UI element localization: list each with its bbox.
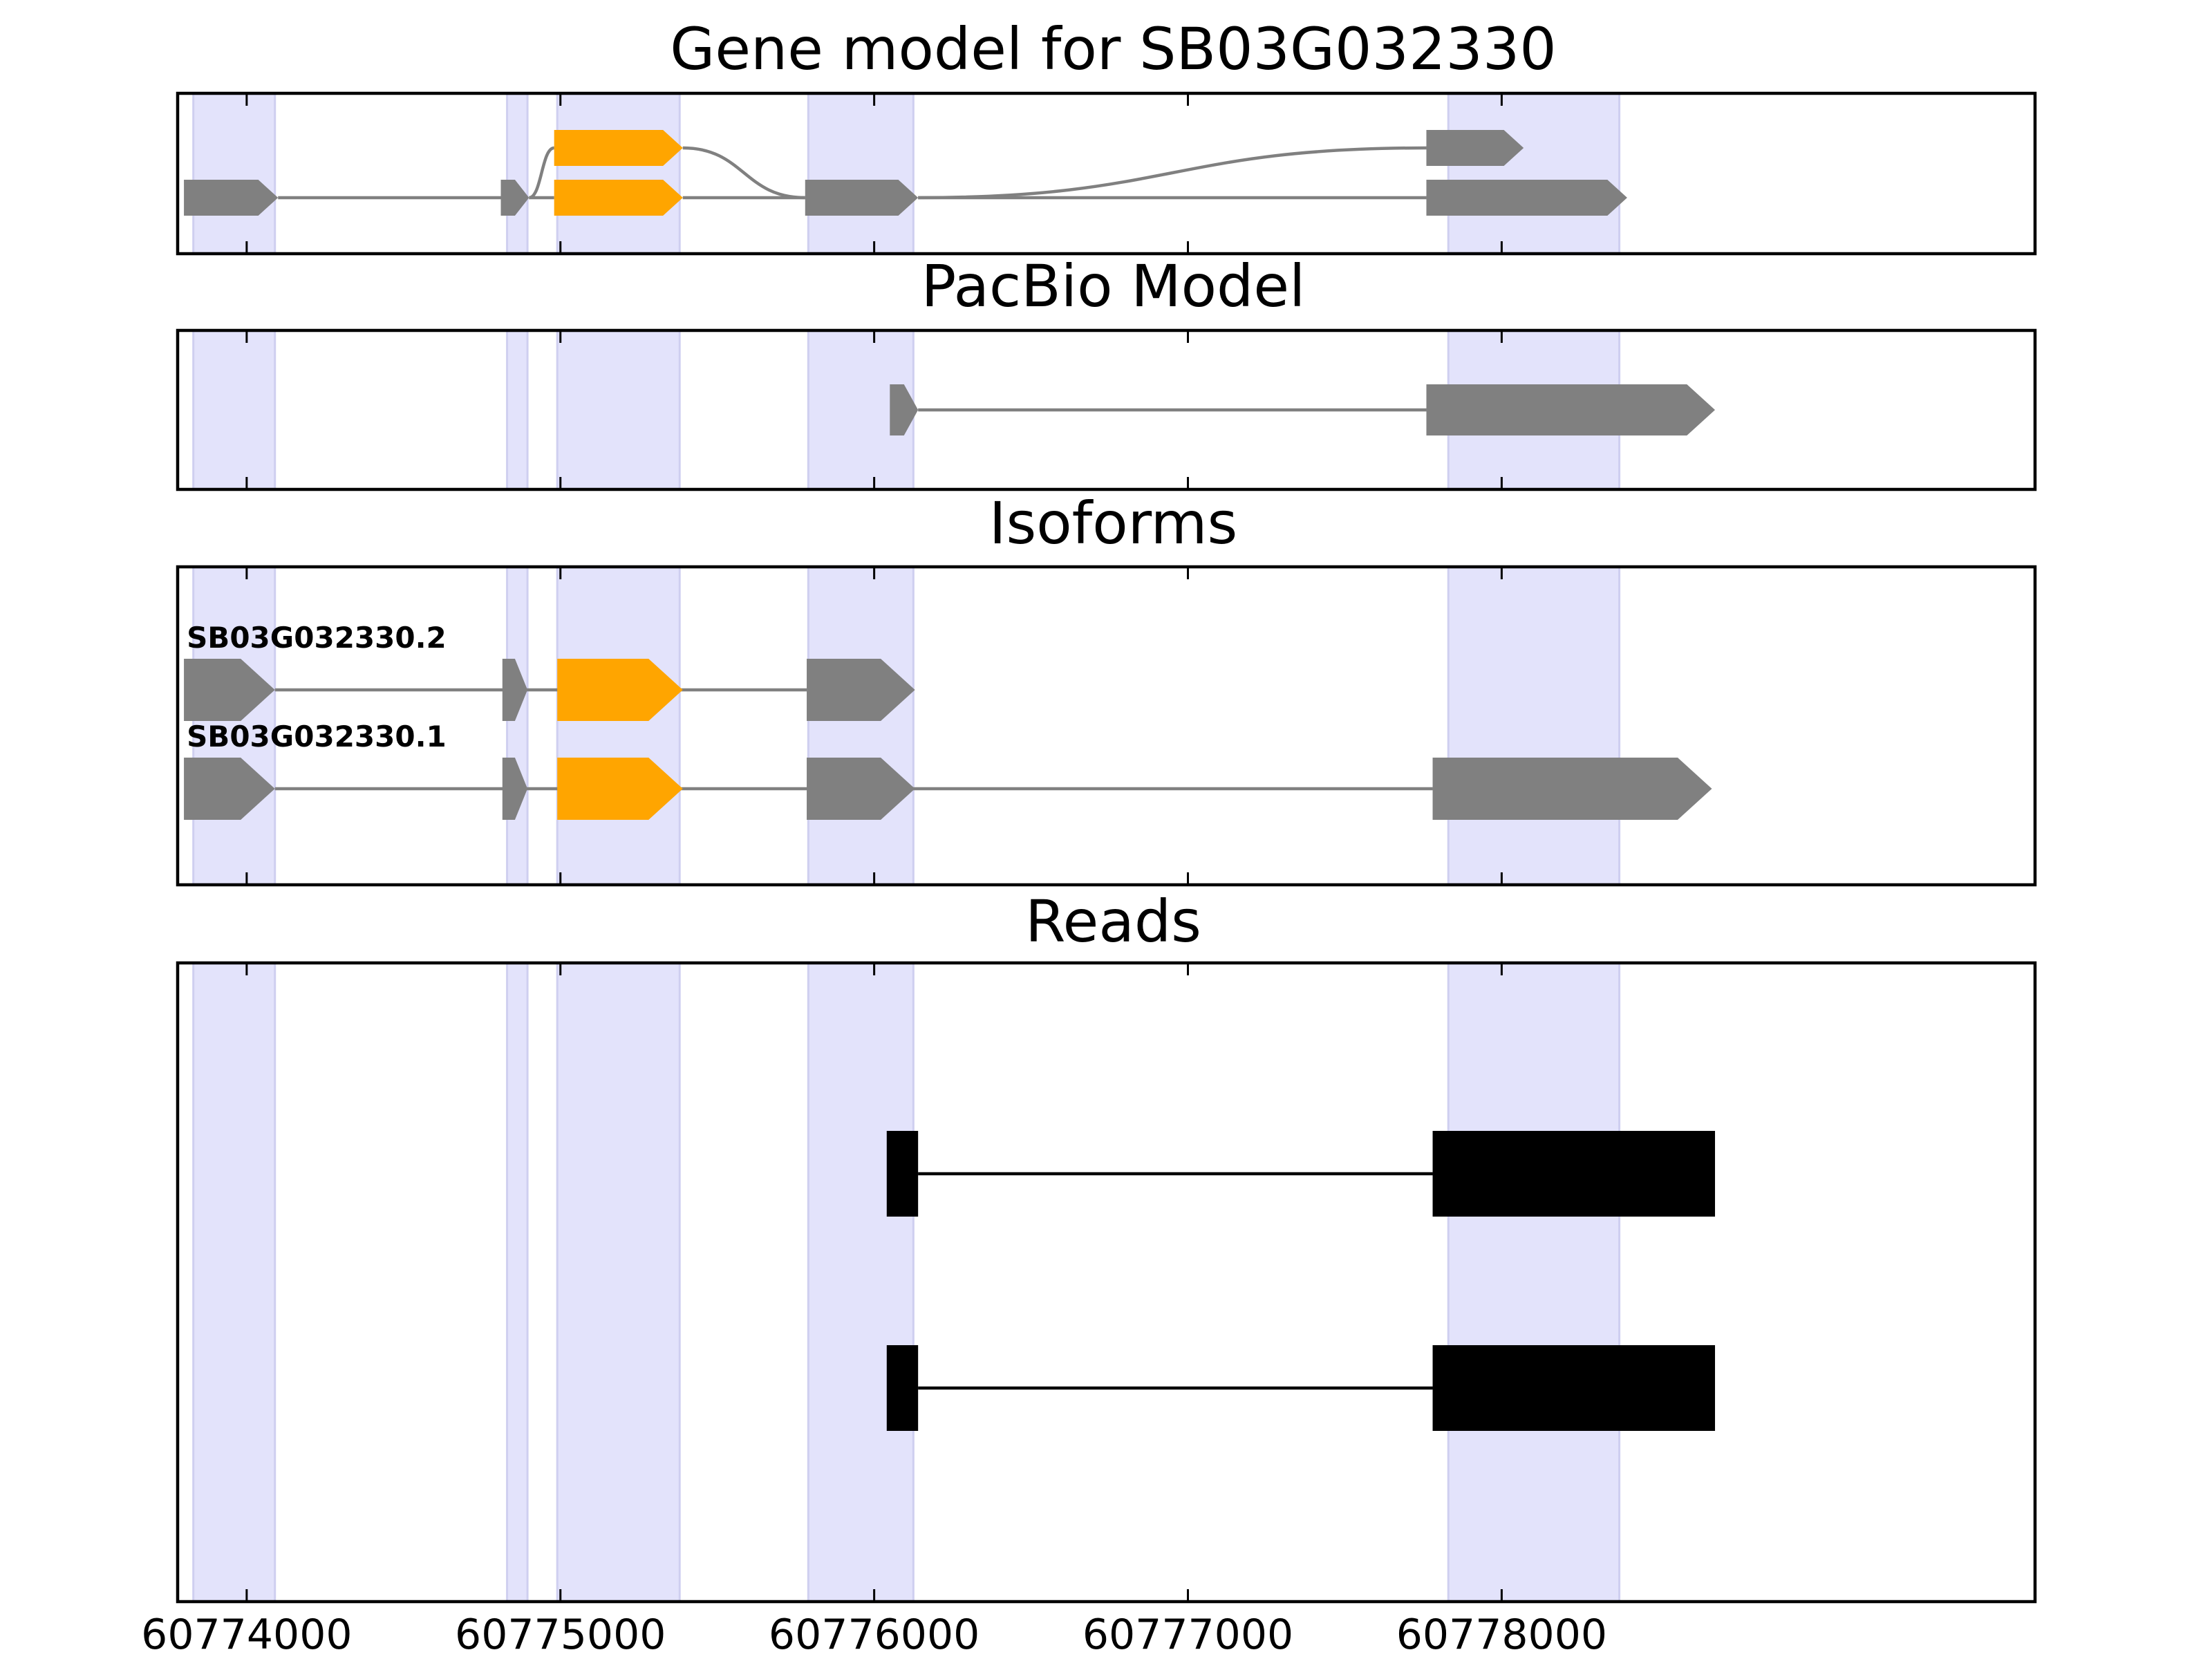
highlight-region [506,567,529,885]
panels-layer: Gene model for SB03G032330 PacBio Model SB… [176,15,2037,1604]
panel-plot-area [192,963,1716,1602]
panel-frame [176,565,2037,887]
panel-splice-graph: Gene model for SB03G032330 [176,15,2037,256]
panel-title: Gene model for SB03G032330 [670,15,1556,83]
splice-edge [682,146,805,200]
read-block [886,1131,919,1217]
x-axis: 60774000 60775000 60776000 60777000 60778000 [141,1611,1607,1659]
highlight-region [1447,567,1621,885]
exon [807,659,915,721]
highlight-region [506,330,529,489]
exon [1426,180,1627,216]
panel-frame [176,91,2037,256]
panel-title: Reads [1025,888,1201,955]
panel-model: PacBio Model [176,252,2037,491]
exon [184,180,279,216]
isoform-label: SB03G032330.1 [187,720,447,753]
panel-title: PacBio Model [921,252,1306,320]
exon [1426,384,1716,435]
exon [500,180,529,216]
x-tick-label: 60776000 [769,1611,980,1659]
x-tick-label: 60778000 [1396,1611,1607,1659]
panel-frame [176,328,2037,491]
read-block [1432,1345,1716,1431]
highlight-region [556,963,681,1602]
panel-isoforms: SB03G032330.2 SB03G032330.1 Isoforms [176,489,2037,887]
x-tick-label: 60777000 [1082,1611,1293,1659]
highlight-region [506,93,529,254]
exon [805,180,919,216]
splice-edge [528,146,555,200]
panel-plot-area [184,93,1627,254]
highlight-region [1447,963,1621,1602]
exon [184,758,275,820]
exon [807,758,915,820]
panel-frame [176,961,2037,1604]
panel-reads: Reads [176,888,2037,1604]
cds-exon [557,758,683,820]
exon [502,758,528,820]
highlight-region [807,963,915,1602]
highlight-region [192,963,276,1602]
read-block [1432,1131,1716,1217]
x-tick-label: 60775000 [455,1611,666,1659]
panel-plot-area [192,330,1716,489]
highlight-region [807,93,915,254]
highlight-region [556,567,681,885]
read-block [886,1345,919,1431]
exon [184,659,275,721]
exon [1432,758,1712,820]
isoform-label: SB03G032330.2 [187,621,447,655]
highlight-region [192,330,276,489]
cds-exon [554,180,683,216]
splice-edge [918,146,1427,200]
highlight-region [556,330,681,489]
highlight-region [192,93,276,254]
cds-exon [557,659,683,721]
x-tick-label: 60774000 [141,1611,352,1659]
highlight-region [807,567,915,885]
highlight-region [192,567,276,885]
exon [1426,130,1524,166]
highlight-region [556,93,681,254]
highlight-region [506,963,529,1602]
highlight-region [1447,93,1621,254]
cds-exon [554,130,683,166]
panel-plot-area [184,567,1712,885]
exon [502,659,528,721]
panel-title: Isoforms [989,489,1238,557]
exon [890,384,919,435]
